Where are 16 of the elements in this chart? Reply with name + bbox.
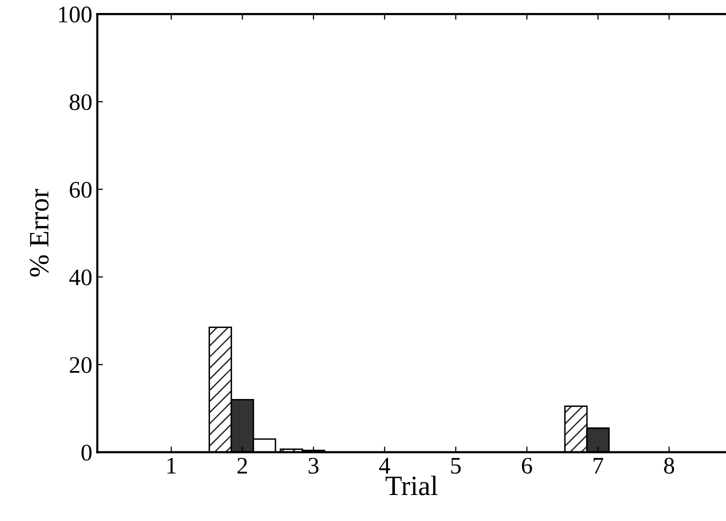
y-tick-label: 40 bbox=[69, 269, 92, 286]
x-tick-label: 6 bbox=[522, 458, 532, 474]
y-tick-label: 0 bbox=[82, 444, 92, 461]
x-tick-label: 3 bbox=[308, 458, 318, 474]
y-tick-label: 100 bbox=[59, 6, 92, 22]
x-axis-title: Trial bbox=[386, 476, 438, 496]
y-tick-label: 60 bbox=[70, 182, 92, 198]
y-axis-title: % Error bbox=[30, 189, 49, 277]
x-tick-label: 2 bbox=[238, 458, 247, 474]
x-tick-label: 5 bbox=[451, 458, 461, 474]
y-tick-label: 20 bbox=[70, 357, 92, 374]
x-tick-label: 7 bbox=[594, 458, 604, 474]
x-tick-label: 8 bbox=[664, 458, 674, 474]
x-tick-label: 1 bbox=[167, 458, 176, 474]
x-tick-label: 4 bbox=[379, 458, 390, 474]
y-tick-label: 80 bbox=[70, 94, 92, 110]
